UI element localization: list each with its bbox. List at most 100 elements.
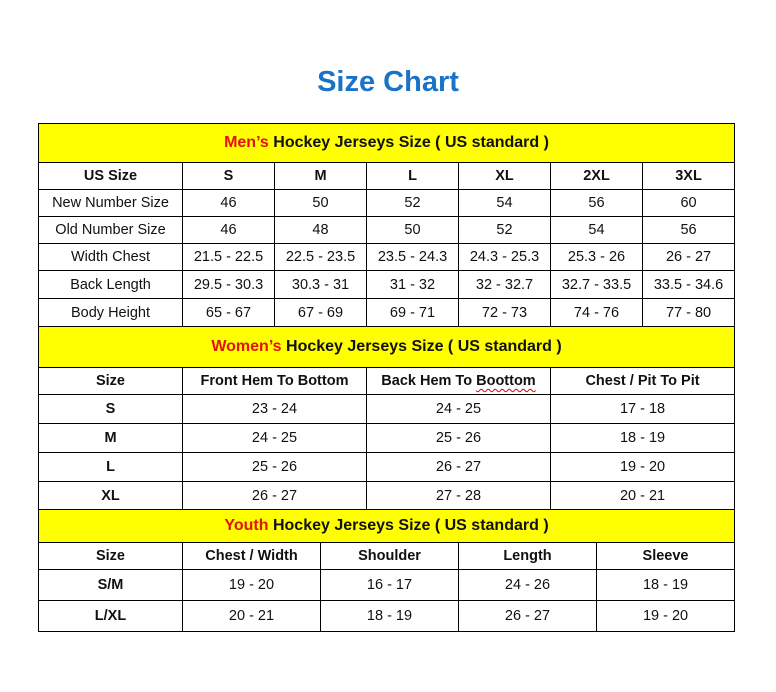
banner-category: Women’s: [211, 338, 282, 355]
column-header: S: [182, 162, 275, 190]
table-cell: 27 - 28: [366, 481, 551, 510]
column-header: Shoulder: [320, 542, 459, 570]
row-label: M: [38, 423, 183, 453]
column-header-label: Shoulder: [358, 548, 421, 564]
table-cell: 26 - 27: [366, 452, 551, 482]
table-cell: 18 - 19: [595, 569, 736, 601]
row-label: New Number Size: [38, 189, 183, 217]
column-header: Size: [38, 542, 183, 570]
column-header: Sleeve: [595, 542, 736, 570]
table-cell: 24 - 25: [182, 423, 367, 453]
women-banner: Women’s Hockey Jerseys Size ( US standar…: [37, 326, 736, 368]
youth-banner-row: Youth Hockey Jerseys Size ( US standard …: [37, 509, 736, 543]
row-label: L/XL: [38, 600, 183, 632]
table-cell: 26 - 27: [458, 600, 597, 632]
table-row: Width Chest 21.5 - 22.5 22.5 - 23.5 23.5 - …: [38, 243, 736, 271]
table-row: S/M 19 - 20 16 - 17 24 - 26 18 - 19: [38, 569, 736, 601]
column-header-label: US Size: [83, 168, 138, 184]
banner-text: Hockey Jerseys Size ( US standard ): [281, 338, 562, 355]
table-cell: 16 - 17: [320, 569, 459, 601]
table-cell: 25 - 26: [366, 423, 551, 453]
banner-text: Hockey Jerseys Size ( US standard ): [268, 517, 549, 534]
column-header: M: [274, 162, 367, 190]
table-cell: 24.3 - 25.3: [458, 243, 551, 271]
youth-banner: Youth Hockey Jerseys Size ( US standard …: [37, 509, 736, 543]
women-banner-row: Women’s Hockey Jerseys Size ( US standar…: [37, 326, 736, 368]
banner-text: Hockey Jerseys Size ( US standard ): [268, 134, 549, 151]
table-row: New Number Size 46 50 52 54 56 60: [38, 189, 736, 217]
table-cell: 20 - 21: [549, 481, 736, 510]
table-cell: 21.5 - 22.5: [182, 243, 275, 271]
column-header-label: Back Hem To Boottom: [381, 373, 536, 389]
table-cell: 67 - 69: [274, 298, 367, 327]
table-cell: 60: [641, 189, 736, 217]
table-cell: 19 - 20: [595, 600, 736, 632]
table-cell: 25 - 26: [182, 452, 367, 482]
table-cell: 25.3 - 26: [550, 243, 643, 271]
youth-header-row: Size Chest / Width Shoulder Length Sleeve: [38, 542, 736, 570]
column-header: L: [366, 162, 459, 190]
table-cell: 46: [182, 216, 275, 244]
column-header: XL: [458, 162, 551, 190]
table-cell: 50: [274, 189, 367, 217]
column-header: Front Hem To Bottom: [182, 367, 367, 395]
table-row: Old Number Size 46 48 50 52 54 56: [38, 216, 736, 244]
column-header-label: Chest / Width: [205, 548, 298, 564]
banner-category: Men’s: [224, 134, 269, 151]
column-header-label: S: [223, 168, 234, 184]
womens-size-table: Women’s Hockey Jerseys Size ( US standar…: [37, 326, 736, 510]
table-row: L/XL 20 - 21 18 - 19 26 - 27 19 - 20: [38, 600, 736, 632]
column-header-label: XL: [495, 168, 514, 184]
column-header: Back Hem To Boottom: [366, 367, 551, 395]
column-header: 3XL: [641, 162, 736, 190]
table-cell: 56: [641, 216, 736, 244]
table-cell: 24 - 25: [366, 394, 551, 424]
table-cell: 17 - 18: [549, 394, 736, 424]
row-label: Width Chest: [38, 243, 183, 271]
table-cell: 77 - 80: [641, 298, 736, 327]
column-header-label: Sleeve: [642, 548, 689, 564]
table-cell: 32 - 32.7: [458, 270, 551, 299]
page-title: Size Chart: [317, 66, 459, 98]
table-cell: 48: [274, 216, 367, 244]
table-cell: 46: [182, 189, 275, 217]
column-header: Chest / Width: [182, 542, 321, 570]
table-cell: 20 - 21: [182, 600, 321, 632]
table-cell: 54: [458, 189, 551, 217]
row-label: L: [38, 452, 183, 482]
row-label: S/M: [38, 569, 183, 601]
misspelled-word: Boottom: [476, 373, 536, 389]
row-label: XL: [38, 481, 183, 510]
men-banner-row: Men’s Hockey Jerseys Size ( US standard …: [37, 123, 736, 163]
column-header-label: L: [408, 168, 417, 184]
banner-category: Youth: [224, 517, 269, 534]
table-cell: 52: [458, 216, 551, 244]
table-cell: 74 - 76: [550, 298, 643, 327]
table-cell: 18 - 19: [320, 600, 459, 632]
column-header-label: M: [314, 168, 327, 184]
table-cell: 22.5 - 23.5: [274, 243, 367, 271]
men-header-row: US Size S M L XL 2XL 3XL: [38, 162, 736, 190]
table-cell: 29.5 - 30.3: [182, 270, 275, 299]
column-header-label: Size: [95, 373, 125, 389]
table-cell: 72 - 73: [458, 298, 551, 327]
table-cell: 23.5 - 24.3: [366, 243, 459, 271]
column-header: US Size: [38, 162, 183, 190]
column-header: 2XL: [550, 162, 643, 190]
column-header-label: 2XL: [583, 168, 610, 184]
table-cell: 26 - 27: [641, 243, 736, 271]
column-header-label: 3XL: [675, 168, 702, 184]
table-row: XL 26 - 27 27 - 28 20 - 21: [38, 481, 736, 510]
row-label: Back Length: [38, 270, 183, 299]
table-cell: 19 - 20: [549, 452, 736, 482]
table-row: Body Height 65 - 67 67 - 69 69 - 71 72 - 73 7…: [38, 298, 736, 327]
row-label: Body Height: [38, 298, 183, 327]
table-cell: 31 - 32: [366, 270, 459, 299]
table-cell: 19 - 20: [182, 569, 321, 601]
table-cell: 54: [550, 216, 643, 244]
table-cell: 65 - 67: [182, 298, 275, 327]
table-cell: 52: [366, 189, 459, 217]
table-cell: 69 - 71: [366, 298, 459, 327]
column-header: Length: [458, 542, 597, 570]
column-header: Size: [38, 367, 183, 395]
